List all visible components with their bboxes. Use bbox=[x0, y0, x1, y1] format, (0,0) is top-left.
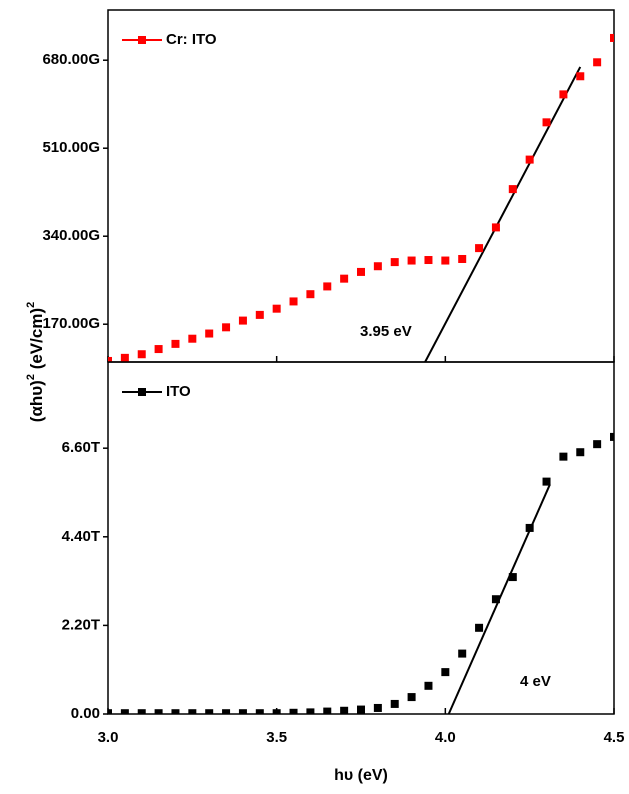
marker bbox=[340, 706, 349, 714]
marker bbox=[120, 709, 129, 714]
marker bbox=[120, 353, 129, 362]
marker bbox=[373, 262, 382, 271]
marker bbox=[238, 709, 247, 714]
marker bbox=[576, 448, 585, 457]
marker bbox=[323, 282, 332, 291]
y-tick-label: 2.20T bbox=[62, 616, 100, 633]
marker bbox=[222, 323, 231, 332]
marker bbox=[171, 339, 180, 348]
marker bbox=[593, 440, 602, 449]
marker bbox=[188, 334, 197, 343]
legend-marker bbox=[138, 36, 146, 44]
annotation: 3.95 eV bbox=[360, 323, 412, 340]
marker bbox=[289, 297, 298, 306]
marker bbox=[272, 304, 281, 313]
marker bbox=[390, 258, 399, 267]
y-tick-label: 510.00G bbox=[42, 139, 100, 156]
fit-line bbox=[424, 66, 582, 362]
plot-frame bbox=[107, 361, 615, 715]
marker bbox=[458, 649, 467, 658]
marker bbox=[137, 709, 146, 714]
marker bbox=[108, 709, 112, 714]
legend-label: ITO bbox=[166, 383, 191, 400]
x-axis-title: hυ (eV) bbox=[334, 767, 388, 784]
y-tick-label: 4.40T bbox=[62, 528, 100, 545]
marker bbox=[255, 310, 264, 319]
plot-frame bbox=[107, 9, 615, 363]
y-label-sup: 2 bbox=[25, 374, 37, 380]
marker bbox=[508, 185, 517, 194]
marker bbox=[559, 452, 568, 461]
marker bbox=[475, 623, 484, 632]
marker bbox=[424, 256, 433, 265]
y-tick-label: 6.60T bbox=[62, 439, 100, 456]
y-tick-label: 170.00G bbox=[42, 315, 100, 332]
y-label-part: (eV/cm) bbox=[27, 308, 46, 374]
marker bbox=[373, 703, 382, 712]
marker bbox=[238, 316, 247, 325]
y-tick-label: 0.00 bbox=[71, 705, 100, 722]
marker bbox=[306, 708, 315, 714]
marker bbox=[137, 350, 146, 359]
marker bbox=[154, 345, 163, 354]
marker bbox=[340, 274, 349, 283]
x-tick-label: 4.0 bbox=[435, 729, 456, 746]
x-tick-label: 3.5 bbox=[266, 729, 287, 746]
y-axis-title: (αhυ)2 (eV/cm)2 bbox=[25, 302, 47, 422]
marker bbox=[272, 709, 281, 714]
marker bbox=[357, 267, 365, 276]
legend-marker bbox=[138, 388, 146, 396]
marker bbox=[205, 329, 214, 338]
marker bbox=[508, 573, 517, 582]
annotation: 4 eV bbox=[520, 673, 551, 690]
marker bbox=[491, 595, 500, 604]
marker bbox=[188, 709, 197, 714]
marker bbox=[458, 254, 467, 263]
marker bbox=[255, 709, 264, 714]
marker bbox=[171, 709, 180, 714]
marker bbox=[559, 90, 568, 99]
marker bbox=[390, 699, 399, 708]
marker bbox=[593, 58, 602, 67]
y-label-sup: 2 bbox=[25, 302, 37, 308]
marker bbox=[525, 155, 534, 164]
marker bbox=[154, 709, 163, 714]
marker bbox=[407, 256, 416, 265]
marker bbox=[222, 709, 231, 714]
marker bbox=[441, 256, 450, 265]
marker bbox=[323, 707, 332, 714]
marker bbox=[407, 693, 416, 702]
x-tick-label: 4.5 bbox=[604, 729, 625, 746]
marker bbox=[542, 477, 551, 486]
y-tick-label: 340.00G bbox=[42, 227, 100, 244]
marker bbox=[108, 356, 112, 362]
marker bbox=[491, 223, 500, 232]
marker bbox=[306, 290, 315, 299]
marker bbox=[525, 523, 534, 532]
marker bbox=[424, 681, 433, 690]
marker bbox=[441, 668, 450, 677]
legend-label: Cr: ITO bbox=[166, 31, 217, 48]
marker bbox=[475, 244, 484, 253]
x-tick-label: 3.0 bbox=[98, 729, 119, 746]
y-tick-label: 680.00G bbox=[42, 51, 100, 68]
marker bbox=[205, 709, 214, 714]
marker bbox=[357, 705, 365, 714]
marker bbox=[289, 708, 298, 714]
marker bbox=[542, 118, 551, 127]
y-label-part: (αhυ) bbox=[27, 380, 46, 422]
marker bbox=[610, 432, 614, 441]
marker bbox=[610, 33, 614, 42]
marker bbox=[576, 72, 585, 81]
